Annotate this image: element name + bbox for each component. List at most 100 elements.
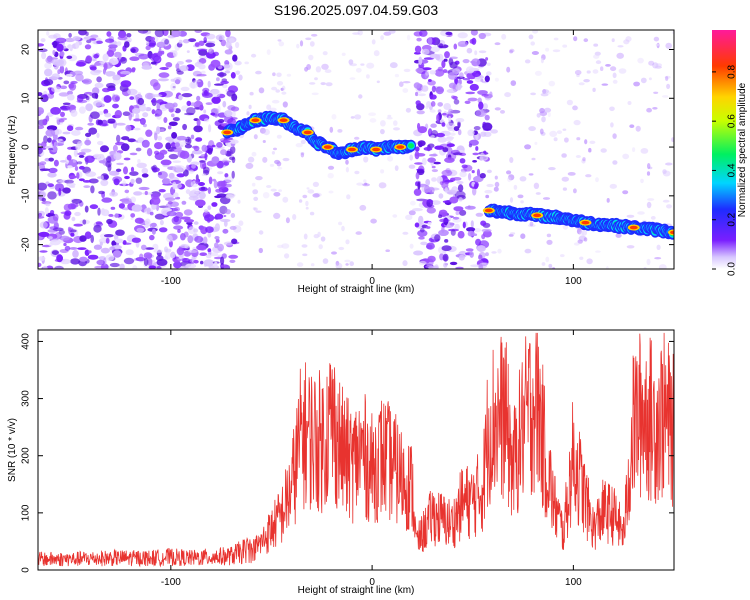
noise-speckle [562,44,568,48]
noise-speckle [437,136,447,143]
noise-speckle [453,99,460,105]
noise-speckle [452,177,462,181]
noise-speckle [230,72,236,79]
noise-speckle [157,50,163,57]
noise-speckle [85,95,90,101]
noise-speckle [269,163,275,167]
noise-speckle [380,120,386,127]
noise-speckle [213,51,219,57]
noise-speckle [312,181,319,187]
noise-speckle [662,95,669,98]
noise-speckle [83,185,91,189]
noise-speckle [38,262,42,267]
noise-speckle [306,187,310,190]
noise-speckle [637,57,644,64]
track-peak [251,118,260,123]
noise-speckle [528,173,534,176]
noise-speckle [368,112,376,116]
noise-speckle [314,77,318,81]
noise-speckle [478,254,483,260]
noise-speckle [632,147,636,153]
noise-speckle [76,161,83,165]
noise-speckle [52,49,56,56]
noise-speckle [548,167,556,171]
noise-speckle [640,148,649,154]
noise-speckle [246,111,250,116]
noise-speckle [162,30,169,36]
noise-speckle [40,38,46,43]
noise-speckle [220,149,227,156]
noise-speckle [158,189,166,193]
noise-speckle [112,103,119,109]
noise-speckle [172,160,181,163]
noise-speckle [493,186,499,192]
noise-speckle [455,266,464,269]
noise-speckle [564,137,569,143]
noise-speckle [154,108,163,117]
noise-speckle [429,153,438,157]
noise-speckle [338,221,343,226]
noise-speckle [45,57,54,64]
noise-speckle [459,72,464,79]
noise-speckle [458,254,465,261]
noise-speckle [540,92,549,97]
noise-speckle [179,150,190,159]
noise-speckle [127,88,138,96]
noise-speckle [55,37,67,44]
noise-speckle [341,52,346,56]
noise-speckle [414,151,420,160]
noise-speckle [142,112,149,118]
noise-speckle [201,186,206,191]
noise-speckle [471,37,477,45]
noise-speckle [146,40,150,46]
noise-speckle [441,122,446,127]
noise-speckle [75,203,79,208]
noise-speckle [196,118,201,127]
noise-speckle [427,255,436,263]
noise-speckle [409,154,414,161]
track-peak [484,208,493,213]
noise-speckle [494,42,501,46]
noise-speckle [95,40,104,44]
noise-speckle [562,128,567,131]
noise-speckle [606,198,610,203]
noise-speckle [70,80,78,84]
noise-speckle [161,178,171,185]
noise-speckle [454,190,466,199]
noise-speckle [205,226,214,234]
noise-speckle [214,195,222,199]
noise-speckle [622,153,630,160]
noise-speckle [304,66,309,72]
noise-speckle [86,39,92,44]
noise-speckle [403,68,411,73]
noise-speckle [179,65,189,72]
noise-speckle [116,162,124,166]
noise-speckle [546,233,552,238]
noise-speckle [66,104,77,110]
noise-speckle [546,239,553,245]
noise-speckle [121,200,133,204]
noise-speckle [62,102,71,106]
snr-x-tick-label: 100 [565,577,582,588]
noise-speckle [229,139,239,144]
noise-speckle [459,209,467,216]
noise-speckle [420,241,428,246]
noise-speckle [184,144,192,149]
noise-speckle [217,181,226,189]
noise-speckle [345,159,349,165]
spectrogram-noise [38,30,674,269]
noise-speckle [282,157,290,162]
noise-speckle [409,243,414,249]
noise-speckle [415,146,420,152]
noise-speckle [223,64,231,69]
noise-speckle [470,264,481,268]
noise-speckle [38,231,50,238]
noise-speckle [286,73,292,77]
spectrogram-x-tick-label: -100 [161,276,181,287]
noise-speckle [402,88,409,93]
noise-speckle [423,57,434,60]
noise-speckle [65,73,73,77]
noise-speckle [322,51,328,56]
noise-speckle [357,30,363,36]
